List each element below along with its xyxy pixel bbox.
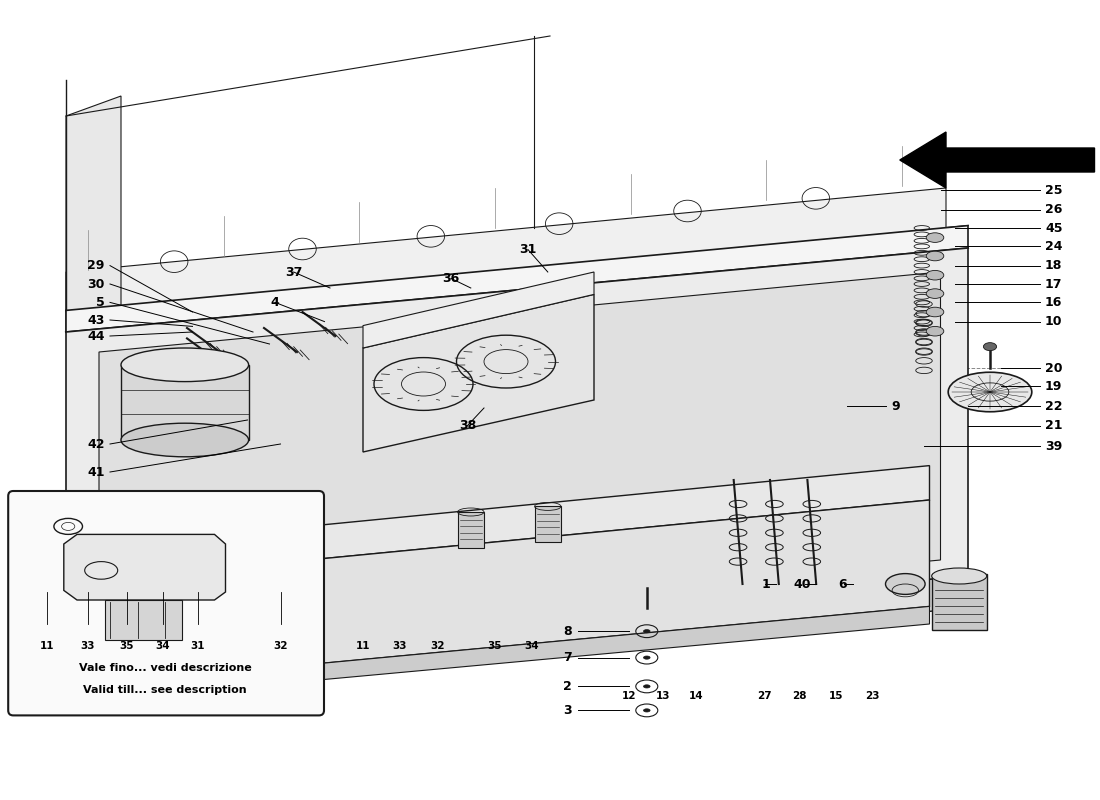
Polygon shape — [66, 188, 946, 312]
Text: 24: 24 — [1045, 240, 1063, 253]
Polygon shape — [932, 574, 987, 630]
Text: 32: 32 — [273, 642, 288, 651]
Text: 8: 8 — [563, 625, 572, 638]
Text: 27: 27 — [757, 691, 772, 701]
Ellipse shape — [932, 568, 987, 584]
Text: 19: 19 — [1045, 380, 1063, 393]
Ellipse shape — [644, 709, 650, 712]
Text: 29: 29 — [87, 259, 104, 272]
Text: 20: 20 — [1045, 362, 1063, 374]
Ellipse shape — [886, 574, 925, 594]
Text: 34: 34 — [155, 642, 170, 651]
Text: 38: 38 — [459, 419, 476, 432]
Ellipse shape — [121, 348, 249, 382]
Text: 40: 40 — [793, 578, 811, 590]
Polygon shape — [363, 272, 594, 348]
Text: 26: 26 — [1045, 203, 1063, 216]
Text: 43: 43 — [87, 314, 104, 326]
Polygon shape — [104, 600, 182, 640]
Text: 37: 37 — [285, 266, 303, 278]
Text: 14: 14 — [689, 691, 704, 701]
Text: 2: 2 — [563, 680, 572, 693]
Text: 35: 35 — [119, 642, 134, 651]
Text: 33: 33 — [392, 642, 407, 651]
Text: 41: 41 — [87, 466, 104, 478]
Text: 36: 36 — [442, 272, 460, 285]
Text: 35: 35 — [487, 642, 503, 651]
Text: passionforparts.com: passionforparts.com — [493, 391, 783, 441]
FancyBboxPatch shape — [8, 491, 324, 715]
Polygon shape — [66, 96, 121, 332]
Text: 11: 11 — [355, 642, 371, 651]
Text: 28: 28 — [792, 691, 807, 701]
Polygon shape — [66, 226, 968, 332]
Text: 5: 5 — [96, 296, 104, 309]
Text: 1085: 1085 — [660, 496, 770, 544]
Text: 18: 18 — [1045, 259, 1063, 272]
Polygon shape — [458, 512, 484, 548]
Text: 17: 17 — [1045, 278, 1063, 290]
Text: 21: 21 — [1045, 419, 1063, 432]
Text: 30: 30 — [87, 278, 104, 290]
Polygon shape — [99, 272, 940, 638]
Ellipse shape — [644, 630, 650, 633]
Ellipse shape — [132, 590, 176, 613]
Ellipse shape — [948, 372, 1032, 412]
Text: 33: 33 — [80, 642, 96, 651]
Text: 34: 34 — [524, 642, 539, 651]
Ellipse shape — [160, 590, 204, 613]
Ellipse shape — [121, 423, 249, 457]
Ellipse shape — [926, 326, 944, 336]
Text: 42: 42 — [87, 438, 104, 450]
Polygon shape — [66, 576, 968, 686]
Text: Valid till... see description: Valid till... see description — [84, 685, 246, 694]
Ellipse shape — [187, 590, 231, 613]
Ellipse shape — [926, 251, 944, 261]
Text: 10: 10 — [1045, 315, 1063, 328]
Text: 13: 13 — [656, 691, 671, 701]
Polygon shape — [64, 534, 226, 600]
Text: 16: 16 — [1045, 296, 1063, 309]
Ellipse shape — [926, 307, 944, 317]
Ellipse shape — [926, 233, 944, 242]
Text: 32: 32 — [430, 642, 446, 651]
Text: 1: 1 — [761, 578, 770, 590]
Text: 4: 4 — [271, 296, 279, 309]
Polygon shape — [363, 294, 594, 452]
Text: 23: 23 — [865, 691, 880, 701]
Text: 22: 22 — [1045, 400, 1063, 413]
Ellipse shape — [926, 270, 944, 280]
Polygon shape — [66, 248, 968, 656]
Text: 39: 39 — [1045, 440, 1063, 453]
Polygon shape — [121, 365, 249, 440]
Text: 25: 25 — [1045, 184, 1063, 197]
Text: 44: 44 — [87, 330, 104, 342]
Text: 6: 6 — [838, 578, 847, 590]
Text: 9: 9 — [891, 400, 900, 413]
Polygon shape — [126, 606, 930, 698]
Ellipse shape — [926, 289, 944, 298]
Text: Vale fino... vedi descrizione: Vale fino... vedi descrizione — [78, 663, 252, 673]
Text: 31: 31 — [519, 243, 537, 256]
Ellipse shape — [983, 342, 997, 350]
Text: 31: 31 — [190, 642, 206, 651]
Ellipse shape — [644, 685, 650, 688]
Text: 15: 15 — [828, 691, 844, 701]
Text: 11: 11 — [40, 642, 55, 651]
Polygon shape — [535, 506, 561, 542]
Text: 3: 3 — [563, 704, 572, 717]
Polygon shape — [126, 466, 930, 578]
Polygon shape — [900, 132, 1094, 188]
Ellipse shape — [644, 656, 650, 659]
Text: 45: 45 — [1045, 222, 1063, 234]
Polygon shape — [126, 500, 930, 682]
Text: 12: 12 — [621, 691, 637, 701]
Text: 7: 7 — [563, 651, 572, 664]
